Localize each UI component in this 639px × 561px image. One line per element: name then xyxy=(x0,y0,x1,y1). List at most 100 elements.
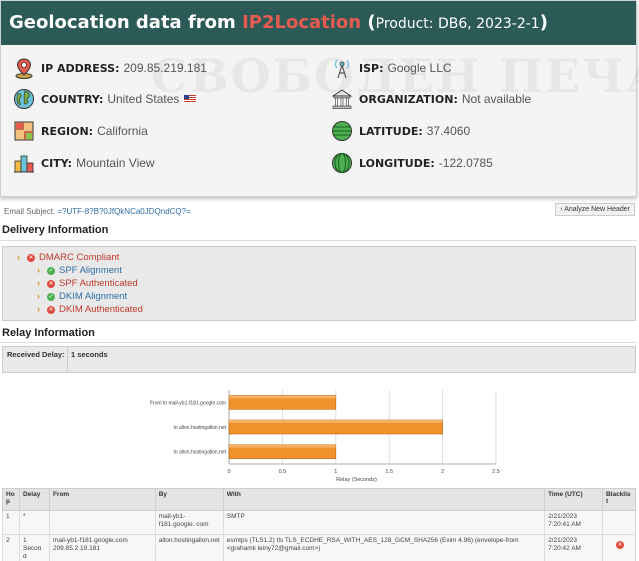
cell-hop: 1 xyxy=(2,510,20,535)
chevron-right-icon: › xyxy=(37,291,40,301)
x-tick-label: 2 xyxy=(441,469,444,475)
delivery-information-title: Delivery Information xyxy=(2,224,109,236)
analyze-new-header-label: Analyze New Header xyxy=(564,206,630,213)
ip-address-label: IP ADDRESS: xyxy=(41,61,120,75)
globe-icon xyxy=(14,89,34,109)
latitude-label: LATITUDE: xyxy=(359,124,423,138)
country-row: COUNTRY: United States xyxy=(13,87,197,111)
isp-label: ISP: xyxy=(359,61,384,75)
building-icon xyxy=(331,89,353,109)
chevron-right-icon: › xyxy=(17,252,20,262)
received-delay-label: Received Delay: xyxy=(7,350,65,359)
ip2location-link[interactable]: IP2Location xyxy=(242,12,362,33)
map-icon xyxy=(14,121,34,141)
fail-icon: ✕ xyxy=(47,305,55,314)
column-header-delay: Delay xyxy=(18,488,50,511)
organization-label: ORGANIZATION: xyxy=(359,92,458,106)
x-tick-label: 1.5 xyxy=(385,469,393,475)
delivery-item-dmarc[interactable]: › ✕ DMARC Compliant xyxy=(17,252,120,263)
column-header-by: By xyxy=(154,488,224,511)
isp-row: ISP: Google LLC xyxy=(331,56,452,80)
column-header-blacklist: Blacklis t xyxy=(601,488,637,511)
cell-time: 2/21/2023 7:20:42 AM xyxy=(544,534,603,561)
bar-highlight xyxy=(229,420,443,423)
column-header-with: With xyxy=(222,488,546,511)
city-label: CITY: xyxy=(41,156,73,170)
cell-from: mail-yb1-f181.google.com 209.85.2 19.181 xyxy=(48,534,156,561)
cell-delay: 1 Secon d xyxy=(18,534,50,561)
analyze-new-header-button[interactable]: ‹ Analyze New Header xyxy=(555,203,635,216)
delivery-information-box: › ✕ DMARC Compliant › ✓ SPF Alignment › … xyxy=(2,246,636,321)
cell-with: SMTP xyxy=(222,510,546,535)
email-subject: Email Subject: =?UTF-8?B?0JfQkNCa0JDQndC… xyxy=(4,207,191,216)
chevron-left-icon: ‹ xyxy=(560,206,563,213)
fail-icon: ✕ xyxy=(27,253,35,262)
country-value: United States xyxy=(107,92,180,106)
map-pin-icon xyxy=(15,58,33,79)
cell-hop: 2 xyxy=(2,534,20,561)
chevron-right-icon: › xyxy=(37,278,40,288)
delivery-item-dkim-authenticated[interactable]: › ✕ DKIM Authenticated xyxy=(37,304,143,315)
longitude-row: LONGITUDE: -122.0785 xyxy=(331,151,493,175)
cell-from xyxy=(48,510,156,535)
table-row: 2 1 Secon d mail-yb1-f181.google.com 209… xyxy=(2,534,637,561)
column-header-time: Time (UTC) xyxy=(544,488,603,511)
city-icon xyxy=(14,155,34,173)
organization-row: ORGANIZATION: Not available xyxy=(331,87,531,111)
isp-value: Google LLC xyxy=(387,61,452,75)
delivery-list: › ✕ DMARC Compliant › ✓ SPF Alignment › … xyxy=(17,251,143,316)
ip-address-value: 209.85.219.181 xyxy=(123,61,207,75)
longitude-value: -122.0785 xyxy=(438,156,493,170)
latitude-globe-icon xyxy=(332,121,352,141)
latitude-value: 37.4060 xyxy=(426,124,471,138)
x-axis-label: Relay (Seconds) xyxy=(336,477,377,483)
fail-icon: ✕ xyxy=(47,279,55,288)
chevron-right-icon: › xyxy=(37,304,40,314)
pass-icon: ✓ xyxy=(47,266,55,275)
delivery-item-dkim-alignment[interactable]: › ✓ DKIM Alignment xyxy=(37,291,128,302)
region-label: REGION: xyxy=(41,124,94,138)
region-value: California xyxy=(97,124,148,138)
cell-by: allon.hostingallon.net xyxy=(154,534,224,561)
geolocation-title: Geolocation data from xyxy=(9,12,243,33)
cell-time: 2/21/2023 7:20:41 AM xyxy=(544,510,603,535)
latitude-row: LATITUDE: 37.4060 xyxy=(331,119,470,143)
product-version: Product: DB6, 2023-2-1 xyxy=(375,16,540,32)
country-label: COUNTRY: xyxy=(41,92,104,106)
longitude-label: LONGITUDE: xyxy=(359,156,435,170)
cell-blacklist xyxy=(601,510,637,535)
relay-information-title: Relay Information xyxy=(2,327,95,339)
relay-chart: 0 0.5 1 1.5 2 2.5 From to mail-yb1-f181.google… xyxy=(0,376,639,488)
delivery-item-spf-authenticated[interactable]: › ✕ SPF Authenticated xyxy=(37,278,138,289)
chevron-right-icon: › xyxy=(37,265,40,275)
relay-table: Ho p Delay From By With Time (UTC) Black… xyxy=(2,488,637,561)
region-row: REGION: California xyxy=(13,119,148,143)
cell-blacklist: ✕ xyxy=(601,534,637,561)
received-delay-box: Received Delay: 1 seconds xyxy=(2,346,636,373)
bar-highlight xyxy=(229,444,336,448)
x-tick-label: 0.5 xyxy=(279,469,287,475)
bar xyxy=(228,444,337,459)
divider xyxy=(0,240,637,241)
cell-with: esmtps (TLS1.2) tls TLS_ECDHE_RSA_WITH_A… xyxy=(222,534,546,561)
bar-highlight xyxy=(229,395,336,399)
email-subject-label: Email Subject: xyxy=(4,207,56,216)
us-flag-icon xyxy=(184,95,197,103)
email-subject-value[interactable]: =?UTF-8?B?0JfQkNCa0JDQndCQ?= xyxy=(57,207,191,216)
delivery-item-spf-alignment[interactable]: › ✓ SPF Alignment xyxy=(37,265,122,276)
y-tick-label: to allon.hostingallon.net xyxy=(173,425,226,431)
divider xyxy=(0,342,637,343)
y-tick-label: to allon.hostingallon.net xyxy=(173,450,226,456)
divider xyxy=(67,347,68,372)
cell-by: mail-yb1-f181.google. com xyxy=(154,510,224,535)
column-header-from: From xyxy=(48,488,156,511)
ip-address-row: IP ADDRESS: 209.85.219.181 xyxy=(13,56,207,80)
relay-chart-svg: 0 0.5 1 1.5 2 2.5 From to mail-yb1-f181.google… xyxy=(150,390,500,483)
x-tick-label: 2.5 xyxy=(492,469,500,475)
organization-value: Not available xyxy=(461,92,532,106)
blacklist-fail-icon[interactable]: ✕ xyxy=(615,541,624,549)
column-header-hop: Ho p xyxy=(2,488,20,511)
table-row: 1 * mail-yb1-f181.google. com SMTP 2/21/… xyxy=(2,510,637,535)
geolocation-header: Geolocation data from IP2Location (Produ… xyxy=(1,1,636,45)
y-tick-label: From to mail-yb1-f181.google.com xyxy=(150,400,226,406)
